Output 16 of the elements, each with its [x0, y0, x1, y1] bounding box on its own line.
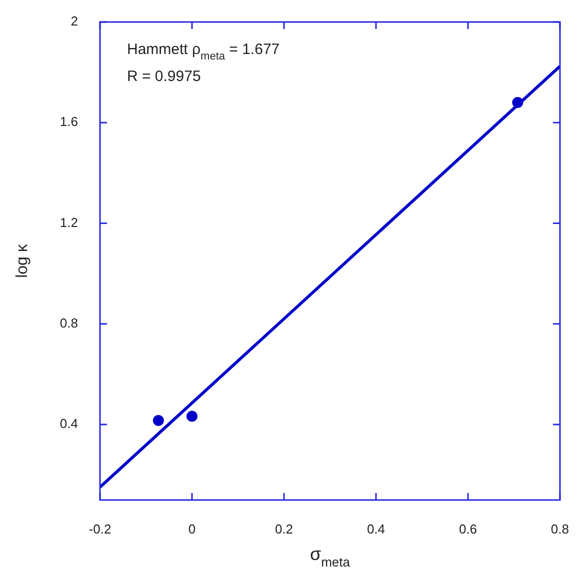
annotation: R = 0.9975 [127, 68, 201, 85]
point [186, 410, 198, 422]
x-tick-label: -0.2 [88, 521, 112, 536]
point [512, 97, 524, 108]
y-tick-label: 0.8 [60, 315, 78, 330]
x-tick-label: 0.4 [366, 521, 386, 536]
point [152, 415, 164, 426]
y-tick-label: 0.4 [60, 416, 78, 432]
y-axis-title: log κ [14, 243, 31, 278]
y-tick-label: 2 [70, 14, 78, 29]
y-tick-label: 1.2 [60, 214, 78, 230]
x-tick-label: 0.6 [458, 521, 478, 536]
x-tick-label: 0 [188, 521, 196, 536]
x-tick-label: 0.8 [550, 521, 570, 536]
x-tick-label: 0.2 [274, 521, 294, 536]
y-tick-label: 1.6 [60, 114, 78, 130]
